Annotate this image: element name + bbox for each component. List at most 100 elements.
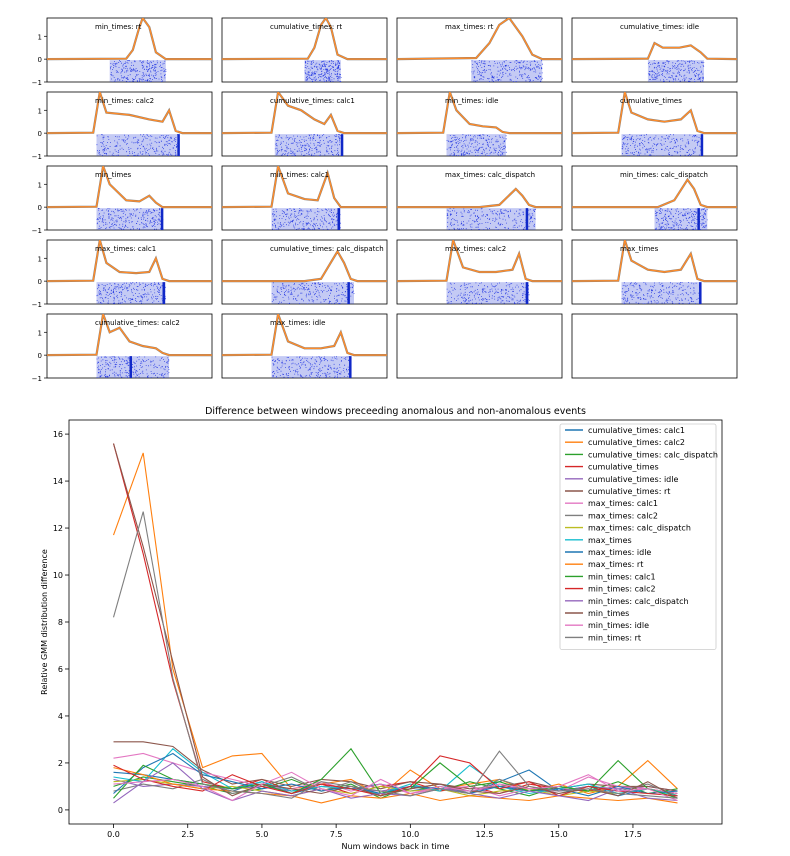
panel-frame (571, 91, 738, 157)
density-curve (572, 240, 737, 282)
scatter-band (271, 208, 341, 230)
scatter-band (271, 282, 354, 304)
scatter-points (96, 356, 170, 378)
x-tick-label: 0.0 (107, 830, 120, 839)
y-tick-label: 0 (58, 806, 63, 815)
small-multiple-panel: 1 0 −1 max_times: calc1 (32, 239, 213, 309)
panel-frame (46, 91, 213, 157)
panel-title: cumulative_times: rt (270, 23, 342, 31)
y-tick-label: 16 (53, 430, 63, 439)
y-tick-label: 0 (38, 56, 42, 64)
panel-frame (571, 17, 738, 83)
scatter-band (621, 134, 701, 156)
y-tick-label: 1 (38, 107, 42, 115)
small-multiples-grid: 1 0 −1 min_times: rt cumulative_times: rt max… (32, 17, 738, 383)
x-tick-label: 12.5 (476, 830, 494, 839)
scatter-points (446, 134, 507, 156)
series-line (113, 748, 678, 797)
panel-frame (396, 17, 563, 83)
legend-entry: cumulative_times: calc2 (588, 438, 685, 447)
density-curve (47, 166, 212, 208)
legend-entry: min_times: calc1 (588, 572, 656, 581)
y-tick-label: 8 (58, 618, 63, 627)
small-multiple-panel: 1 0 −1 min_times (32, 165, 213, 235)
series-line (113, 771, 678, 802)
scatter-points (274, 134, 342, 156)
y-tick-label: 2 (58, 759, 63, 768)
panel-title: cumulative_times: idle (620, 23, 699, 31)
scatter-dense-edge (349, 356, 352, 378)
small-multiple-panel (396, 313, 563, 379)
x-tick-label: 7.5 (330, 830, 343, 839)
small-multiple-panel: max_times (571, 239, 738, 305)
small-multiple-panel: max_times: idle (221, 313, 388, 379)
legend-box (559, 423, 717, 651)
series-line (112, 511, 678, 799)
y-tick-label: −1 (32, 375, 42, 383)
scatter-points (648, 60, 705, 82)
scatter-band (304, 60, 341, 82)
density-curve (222, 18, 387, 60)
small-multiple-panel: cumulative_times: calc1 (221, 91, 388, 157)
scatter-dense-edge (340, 134, 344, 156)
legend-entry: min_times: calc2 (588, 585, 656, 594)
scatter-dense-edge (129, 356, 132, 378)
density-underlay (572, 177, 737, 209)
scatter-dense-edge (699, 282, 702, 304)
scatter-dense-edge (700, 134, 704, 156)
scatter-band (446, 208, 536, 230)
scatter-band (654, 208, 708, 230)
series-line (113, 762, 678, 804)
scatter-dense-edge (160, 208, 164, 230)
scatter-dense-edge (347, 282, 350, 304)
legend-entry: cumulative_times: idle (588, 475, 678, 484)
x-tick-label: 15.0 (550, 830, 568, 839)
panel-title: max_times (620, 245, 659, 253)
density-curve (47, 240, 212, 282)
scatter-band (271, 356, 351, 378)
y-tick-label: 14 (53, 477, 63, 486)
x-tick-label: 10.0 (401, 830, 419, 839)
density-curve (222, 250, 387, 282)
panel-frame (221, 91, 388, 157)
scatter-points (446, 282, 530, 304)
legend-entry: min_times (588, 609, 629, 618)
scatter-dense-edge (525, 208, 529, 230)
scatter-points (271, 282, 355, 304)
scatter-points (96, 282, 166, 304)
scatter-dense-edge (697, 208, 700, 230)
panel-frame (221, 165, 388, 231)
panel-title: min_times (95, 171, 132, 179)
panel-frame (396, 313, 563, 379)
scatter-band (446, 134, 506, 156)
y-tick-label: −1 (32, 227, 42, 235)
panel-title: max_times: calc1 (95, 245, 156, 253)
panel-title: min_times: calc_dispatch (620, 171, 708, 179)
density-curve (397, 240, 562, 282)
chart-title: Difference between windows preceeding an… (205, 406, 586, 417)
density-curve (222, 166, 387, 208)
y-tick-label: 1 (38, 255, 42, 263)
panel-title: cumulative_times: calc1 (270, 97, 355, 105)
y-tick-label: −1 (32, 153, 42, 161)
scatter-points (96, 134, 180, 156)
legend-entry: max_times (588, 536, 632, 545)
panel-title: max_times: calc2 (445, 245, 506, 253)
scatter-band (647, 60, 704, 82)
scatter-points (621, 282, 702, 304)
small-multiple-panel: max_times: calc2 (396, 239, 563, 305)
panel-frame (221, 17, 388, 83)
legend-entry: min_times: calc_dispatch (588, 597, 689, 606)
panel-frame (571, 165, 738, 231)
density-curve (47, 92, 212, 134)
panel-title: cumulative_times (620, 97, 682, 105)
line-chart: Difference between windows preceeding an… (40, 406, 723, 851)
y-tick-label: 4 (58, 712, 63, 721)
density-curve (397, 18, 562, 60)
panel-title: max_times: idle (270, 319, 325, 327)
density-underlay (397, 187, 562, 209)
y-tick-label: 0 (38, 352, 42, 360)
y-tick-label: −1 (32, 79, 42, 87)
panel-frame (571, 313, 738, 379)
legend-entry: cumulative_times: calc1 (588, 426, 685, 435)
